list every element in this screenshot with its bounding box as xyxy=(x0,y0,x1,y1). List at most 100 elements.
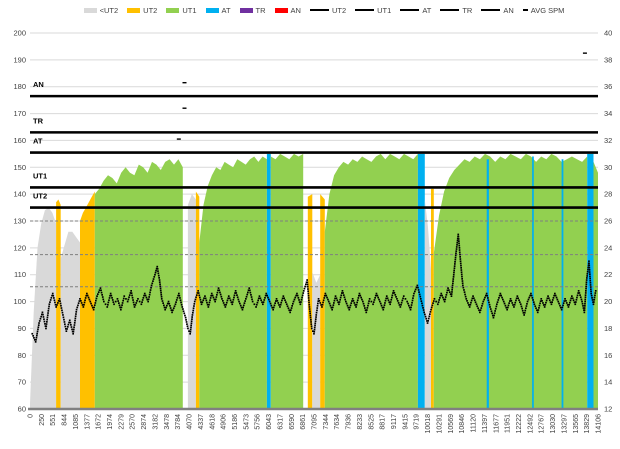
avg-spm-dot xyxy=(74,317,77,320)
avg-spm-dot xyxy=(316,304,319,307)
avg-spm-dot xyxy=(349,304,352,307)
threshold-label-ut2: UT2 xyxy=(33,192,47,201)
legend-line-icon-line-ut1 xyxy=(355,9,375,11)
x-axis-tick-label: 10846 xyxy=(459,414,466,434)
avg-spm-dot xyxy=(452,278,455,280)
avg-spm-dot xyxy=(83,303,85,306)
legend-label-ut1: UT1 xyxy=(182,5,197,15)
left-axis-tick-label: 60 xyxy=(18,405,26,414)
legend-line-icon-line-ut2 xyxy=(309,9,329,11)
avg-spm-dot xyxy=(455,252,457,255)
avg-spm-dot xyxy=(360,296,362,299)
right-axis-tick-label: 18 xyxy=(604,324,612,333)
legend-label-an: AN xyxy=(290,5,301,15)
avg-spm-dot xyxy=(556,298,559,301)
avg-spm-dot xyxy=(508,302,510,304)
avg-spm-dot xyxy=(197,290,199,292)
avg-spm-dot xyxy=(141,299,144,301)
avg-spm-dot xyxy=(185,321,188,323)
avg-spm-dot xyxy=(586,270,589,273)
avg-spm-dot xyxy=(186,323,188,325)
avg-spm-dot xyxy=(258,295,261,297)
avg-spm-dot xyxy=(168,302,171,305)
avg-spm-dot xyxy=(70,326,73,328)
avg-spm-dot xyxy=(108,299,110,302)
avg-spm-dot xyxy=(562,302,565,304)
avg-spm-dot xyxy=(515,299,517,302)
avg-spm-dot xyxy=(450,295,453,297)
avg-spm-dot xyxy=(310,325,313,328)
avg-spm-dot xyxy=(459,260,462,263)
avg-spm-dot xyxy=(351,298,354,300)
avg-spm-dot xyxy=(437,301,440,303)
left-axis-tick-label: 120 xyxy=(13,243,26,252)
avg-spm-dot xyxy=(585,279,588,281)
area-segment-blue xyxy=(266,153,271,409)
avg-spm-dot xyxy=(429,313,431,315)
x-axis-tick-label: 7095 xyxy=(312,414,319,430)
avg-spm-dot xyxy=(557,300,560,303)
avg-spm-dot xyxy=(484,296,486,299)
avg-spm-dot xyxy=(469,303,472,306)
threshold-label-ut1: UT1 xyxy=(33,171,47,180)
avg-spm-dot xyxy=(334,295,337,297)
avg-spm-dot xyxy=(285,303,288,306)
avg-spm-dot xyxy=(218,289,221,292)
avg-spm-dot xyxy=(412,297,414,299)
avg-spm-dot xyxy=(78,300,81,302)
x-axis-tick-label: 7936 xyxy=(346,414,353,430)
avg-spm-dot xyxy=(44,323,46,325)
avg-spm-dot xyxy=(465,298,468,300)
avg-spm-dot xyxy=(558,302,560,305)
area-segment-blue xyxy=(532,156,534,409)
avg-spm-dot xyxy=(195,296,197,299)
avg-spm-dot xyxy=(341,292,343,294)
avg-spm-dot xyxy=(524,309,527,312)
threshold-lines: AN TR AT UT1 UT2 xyxy=(30,80,598,209)
avg-spm-dot xyxy=(230,301,233,304)
legend-item-line-ut1: UT1 xyxy=(355,6,391,15)
avg-spm-dot xyxy=(583,307,586,309)
avg-spm-dot xyxy=(210,294,212,297)
avg-spm-dot xyxy=(46,318,48,321)
avg-spm-dot xyxy=(178,294,181,297)
avg-spm-dot xyxy=(245,295,248,298)
avg-spm-dot xyxy=(290,307,293,309)
avg-spm-dot xyxy=(228,297,231,300)
avg-spm-dot xyxy=(521,309,524,312)
avg-spm-dot xyxy=(172,307,175,310)
avg-spm-dot xyxy=(97,293,99,295)
avg-spm-dot xyxy=(323,294,326,297)
avg-spm-dot xyxy=(384,299,387,302)
avg-spm-dot xyxy=(95,297,98,300)
avg-spm-dot xyxy=(551,299,554,301)
avg-spm-dot xyxy=(427,320,429,322)
avg-spm-dot xyxy=(591,297,593,299)
avg-spm-dot xyxy=(500,294,502,297)
avg-spm-dot xyxy=(73,326,75,329)
avg-spm-dot xyxy=(575,298,578,301)
avg-spm-dot xyxy=(594,294,596,297)
right-axis-labels: 40 38 36 34 32 30 28 26 24 22 20 18 16 14 12 xyxy=(604,29,612,414)
avg-spm-dot xyxy=(432,300,435,302)
avg-spm-dot xyxy=(264,297,266,299)
avg-spm-dot xyxy=(202,299,205,302)
avg-spm-dot xyxy=(305,283,307,286)
avg-spm-dot xyxy=(483,298,485,301)
avg-spm-dot xyxy=(476,305,479,308)
avg-spm-dot xyxy=(82,306,85,308)
avg-spm-dot xyxy=(63,321,66,323)
x-axis-tick-label: 1974 xyxy=(107,414,114,430)
avg-spm-dot xyxy=(446,291,448,294)
avg-spm-dot xyxy=(54,303,57,306)
avg-spm-dot xyxy=(49,301,51,303)
left-axis-tick-label: 170 xyxy=(13,109,26,118)
avg-spm-dot xyxy=(109,294,111,297)
avg-spm-dot xyxy=(421,304,424,307)
left-axis-tick-label: 130 xyxy=(13,217,26,226)
avg-spm-dot xyxy=(94,302,97,304)
avg-spm-dot xyxy=(549,301,552,304)
avg-spm-dot xyxy=(154,271,157,274)
avg-spm-dot xyxy=(79,298,81,300)
avg-spm-dot xyxy=(151,282,154,285)
